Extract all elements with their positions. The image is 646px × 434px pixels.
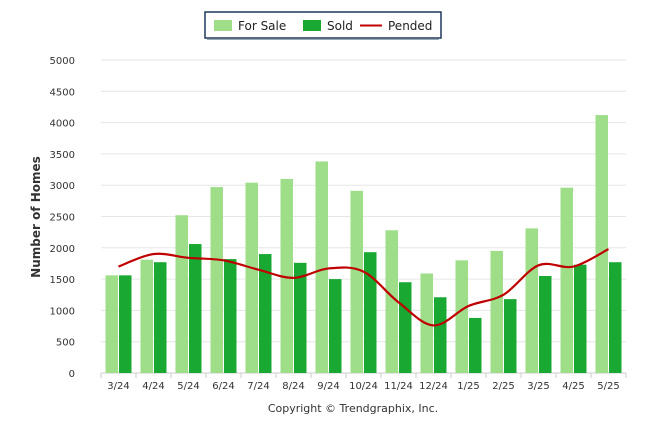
for-sale-bar [595,115,608,373]
bars [105,115,622,373]
for-sale-bar [105,275,118,373]
y-tick-label: 3500 [50,150,75,161]
x-tick-label: 4/24 [142,381,164,392]
sold-bar [224,259,237,373]
x-tick-label: 10/24 [349,381,378,392]
sold-bar [189,244,202,373]
sold-bar [399,282,412,373]
sold-bar [364,252,377,373]
gridlines [101,59,626,374]
x-axis-ticks: 3/24 4/24 5/24 6/24 7/24 8/24 9/24 10/24 11/24 12… [100,373,627,392]
x-tick-label: 8/24 [282,381,304,392]
y-tick-label: 500 [56,338,75,349]
y-axis-ticks: 0 500 1000 1500 2000 2500 3000 3500 4000 4500 5000 [50,56,75,380]
for-sale-bar [140,259,153,373]
pended-line [118,248,610,327]
for-sale-bar [455,260,468,373]
sold-bar [119,275,132,373]
for-sale-bar [245,182,258,373]
sold-bar [504,299,517,373]
sold-bar [259,254,272,373]
for-sale-bar [490,250,503,373]
x-tick-label: 2/25 [492,381,514,392]
x-tick-label: 4/25 [562,381,584,392]
x-tick-label: 7/24 [247,381,269,392]
x-tick-label: 6/24 [212,381,234,392]
x-tick-label: 5/25 [597,381,619,392]
y-tick-label: 2000 [50,244,75,255]
y-tick-label: 5000 [50,56,75,67]
x-tick-label: 12/24 [419,381,448,392]
for-sale-legend-label: For Sale [238,19,286,33]
pended-line-group [118,248,610,327]
sold-bar [434,297,447,373]
y-tick-label: 1000 [50,306,75,317]
y-tick-label: 4000 [50,119,75,130]
for-sale-bar [350,190,363,373]
sold-bar [154,262,167,373]
for-sale-legend-swatch [214,20,232,31]
for-sale-bar [280,178,293,373]
copyright-text: Copyright © Trendgraphix, Inc. [268,402,438,415]
for-sale-bar [210,187,223,373]
y-axis-title: Number of Homes [29,156,43,278]
for-sale-bar [525,228,538,373]
x-tick-label: 11/24 [384,381,413,392]
legend: For Sale Sold Pended [204,11,442,40]
sold-bar [539,275,552,373]
y-tick-label: 1500 [50,275,75,286]
x-tick-label: 9/24 [317,381,339,392]
sold-bar [294,262,307,373]
y-tick-label: 2500 [50,213,75,224]
for-sale-bar [315,161,328,373]
sold-bar [609,262,622,373]
sold-legend-label: Sold [327,19,353,33]
sold-bar [329,279,342,373]
x-tick-label: 1/25 [457,381,479,392]
y-tick-label: 0 [69,369,75,380]
sold-bar [574,264,587,373]
pended-legend-label: Pended [388,19,432,33]
y-tick-label: 3000 [50,181,75,192]
x-tick-label: 3/24 [107,381,129,392]
for-sale-bar [175,215,188,373]
y-tick-label: 4500 [50,87,75,98]
sold-bar [469,317,482,373]
sold-legend-swatch [303,20,321,31]
for-sale-bar [560,187,573,373]
for-sale-bar [385,230,398,373]
x-tick-label: 3/25 [527,381,549,392]
x-tick-label: 5/24 [177,381,199,392]
legend-box [204,11,442,39]
